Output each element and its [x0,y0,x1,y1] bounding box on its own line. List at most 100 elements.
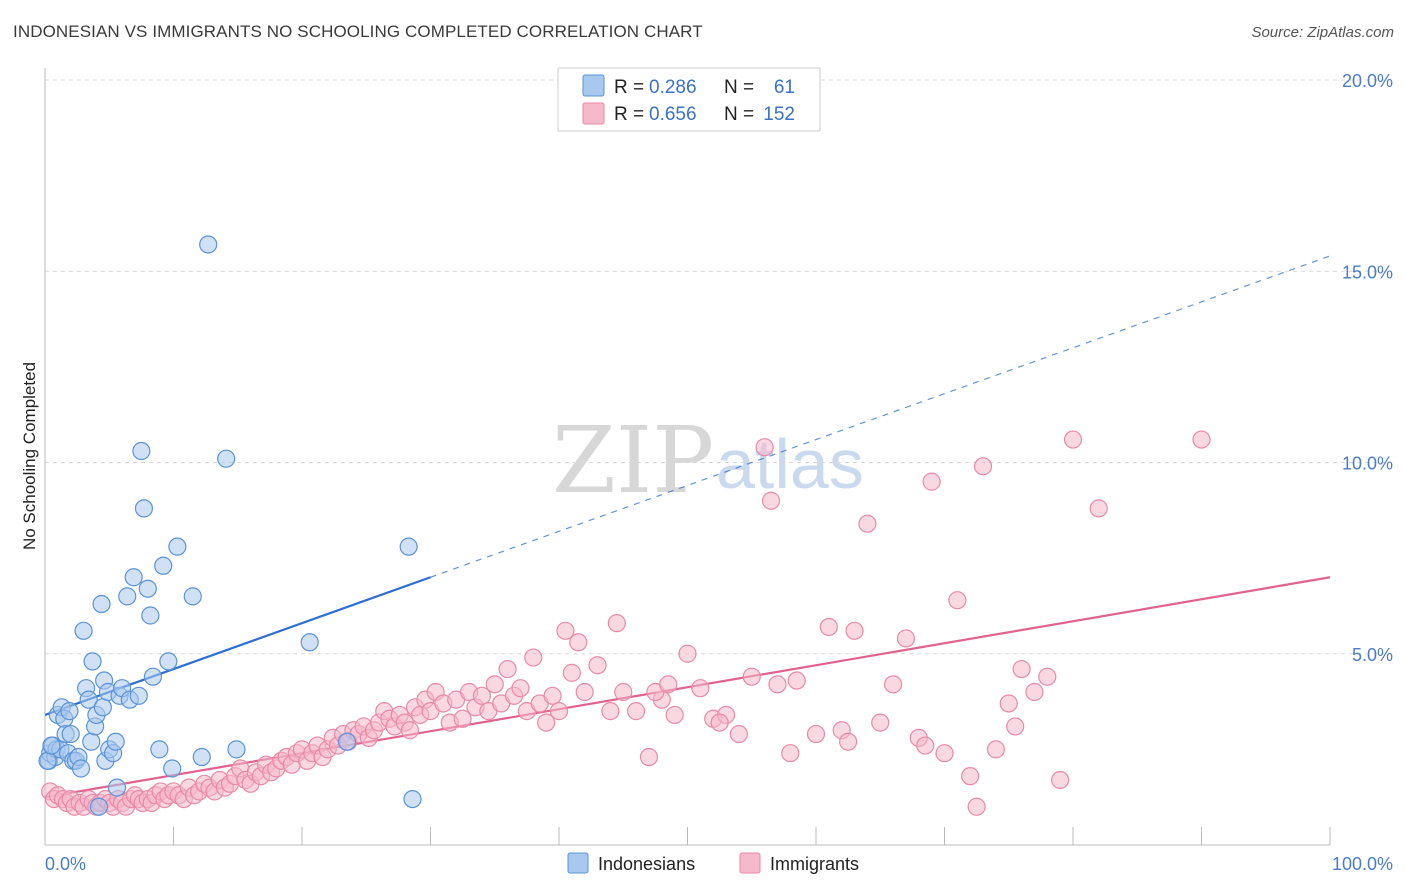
bottom-legend-swatch-immigrants [739,852,761,874]
legend-n-value-1: 61 [774,77,795,98]
point-immigrants [845,621,864,640]
point-immigrants [761,491,781,510]
point-indonesians [93,698,112,717]
point-immigrants [614,682,633,702]
point-indonesians [107,778,127,797]
y-tick-label: 15.0% [1342,262,1393,282]
point-immigrants [1038,667,1057,686]
bottom-legend: Indonesians Immigrants [567,852,859,874]
point-immigrants [588,656,607,675]
point-indonesians [138,579,157,598]
point-immigrants [626,702,646,721]
point-immigrants [569,633,588,652]
point-indonesians [168,537,187,556]
point-indonesians [106,732,125,751]
legend-r-label-2: R = [614,104,644,125]
point-immigrants [787,671,806,690]
point-indonesians [143,667,163,686]
point-indonesians [134,499,154,518]
legend-n-value-2: 152 [763,104,795,125]
x-tick-label: 0.0% [45,854,86,874]
point-immigrants [498,659,517,679]
point-indonesians [154,556,173,575]
point-indonesians [61,724,80,744]
point-immigrants [575,682,594,702]
y-tick-label: 20.0% [1342,71,1393,91]
point-indonesians [89,797,109,816]
point-immigrants [543,686,562,705]
trend-line-indonesians-extension [430,255,1331,578]
point-immigrants [999,694,1018,713]
point-immigrants [922,472,941,491]
point-immigrants [986,740,1006,759]
legend-n-label-1: N = [724,77,754,98]
point-immigrants [967,797,986,816]
point-immigrants [524,648,543,667]
chart-title: INDONESIAN VS IMMIGRANTS NO SCHOOLING CO… [13,22,703,41]
point-immigrants [601,702,620,721]
trend-lines [44,255,1331,799]
point-immigrants [1063,430,1083,449]
point-immigrants [948,591,967,610]
point-immigrants [1051,770,1070,790]
legend-swatch-indonesians [582,74,605,97]
point-immigrants [485,675,504,694]
point-indonesians [124,568,143,587]
point-immigrants [549,702,569,721]
point-indonesians [42,736,61,755]
point-immigrants [562,663,581,682]
legend-n-label-2: N = [724,104,754,125]
point-indonesians [227,740,246,759]
point-immigrants [916,736,935,755]
legend-swatch-immigrants [582,102,605,125]
grid [45,79,1390,655]
x-tick-label: 100.0% [1332,854,1393,874]
point-immigrants [607,614,626,633]
point-immigrants [453,709,472,728]
point-immigrants [729,724,749,744]
point-indonesians [79,690,98,709]
legend-r-label-1: R = [614,77,644,98]
point-indonesians [83,652,102,671]
watermark-zip: ZIP [552,407,714,514]
point-immigrants [871,713,890,732]
point-immigrants [678,644,697,663]
point-indonesians [38,751,57,770]
bottom-legend-swatch-indonesians [567,852,589,874]
point-indonesians [150,740,169,759]
point-indonesians [183,587,202,606]
point-immigrants [1025,682,1044,702]
point-indonesians [132,441,151,461]
point-immigrants [537,713,556,732]
point-indonesians [159,652,178,671]
axes [44,68,1331,846]
point-immigrants [896,629,916,648]
point-indonesians [92,594,111,614]
point-indonesians [141,606,160,625]
point-indonesians [192,747,211,767]
point-indonesians [74,621,93,640]
point-immigrants [1192,430,1211,449]
point-immigrants [710,713,729,732]
point-indonesians [399,537,418,556]
point-immigrants [1089,499,1108,518]
point-immigrants [659,675,678,694]
point-immigrants [1006,717,1025,736]
point-immigrants [665,705,684,725]
point-immigrants [839,732,858,751]
point-indonesians [71,759,91,778]
y-tick-label: 10.0% [1342,454,1393,474]
point-immigrants [768,675,787,694]
point-immigrants [400,721,420,740]
point-indonesians [403,789,422,809]
point-immigrants [935,744,954,763]
point-immigrants [639,747,659,767]
point-indonesians [337,732,357,751]
y-axis-label: No Schooling Completed [20,362,39,550]
point-indonesians [129,686,148,705]
point-indonesians [60,702,79,721]
bottom-legend-immigrants: Immigrants [770,854,859,874]
point-immigrants [472,686,491,705]
point-immigrants [755,438,774,457]
watermark-atlas: atlas [716,425,864,503]
